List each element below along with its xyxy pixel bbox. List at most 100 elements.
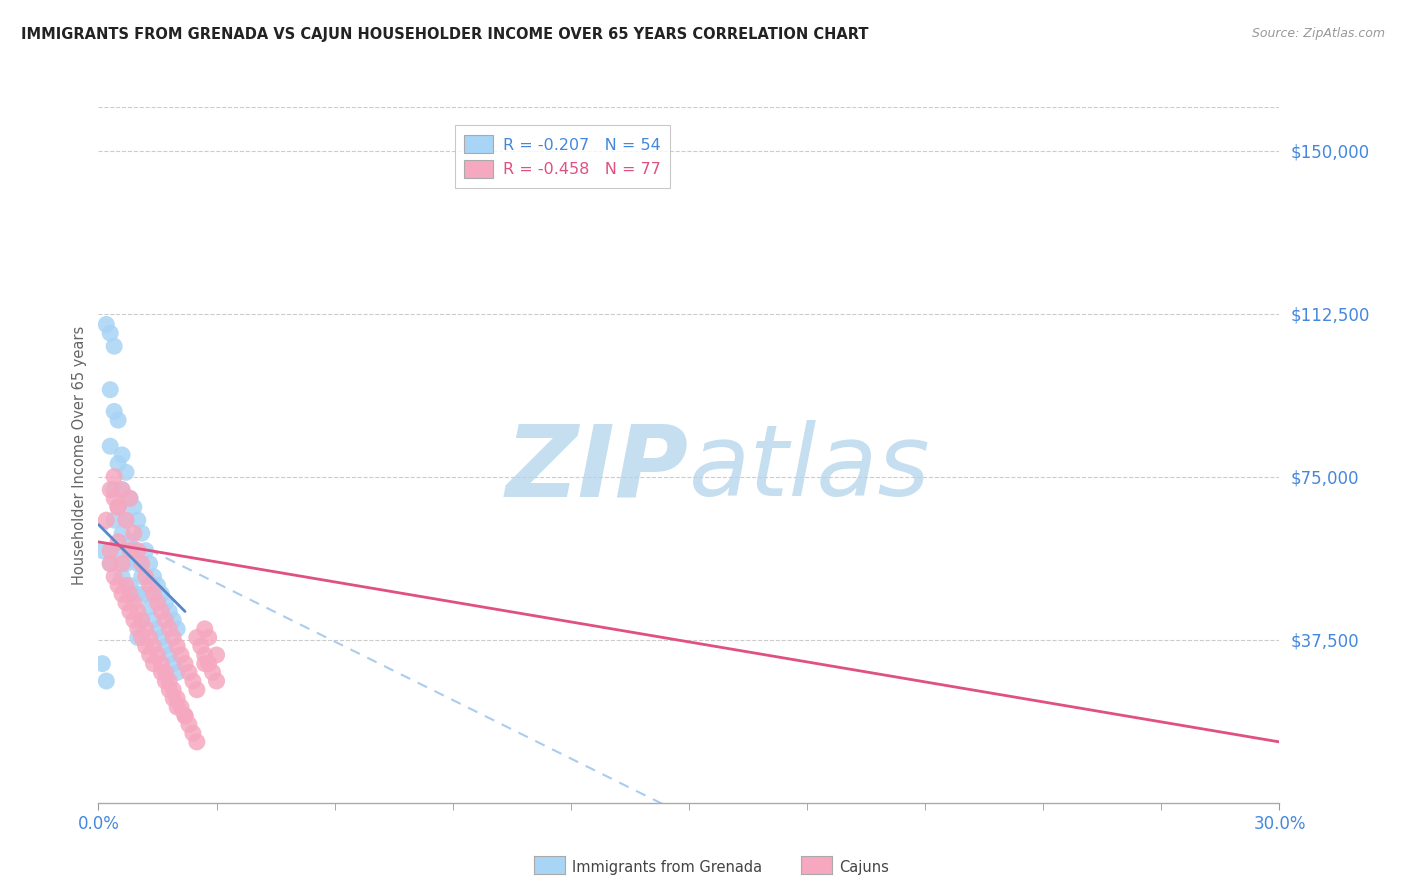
Point — [174, 708, 197, 723]
Point — [127, 605, 149, 619]
Point — [122, 587, 145, 601]
Point — [131, 631, 153, 645]
Point — [131, 570, 153, 584]
Point — [205, 648, 228, 662]
Point — [190, 639, 212, 653]
Point — [194, 622, 217, 636]
Text: atlas: atlas — [689, 420, 931, 517]
Point — [181, 726, 204, 740]
Point — [122, 543, 145, 558]
Point — [157, 605, 180, 619]
Point — [166, 700, 188, 714]
Point — [96, 674, 118, 689]
Point — [138, 631, 160, 645]
Point — [157, 622, 180, 636]
Legend: R = -0.207   N = 54, R = -0.458   N = 77: R = -0.207 N = 54, R = -0.458 N = 77 — [454, 126, 671, 188]
Point — [103, 513, 125, 527]
Point — [127, 557, 149, 571]
Point — [115, 513, 138, 527]
Point — [155, 613, 177, 627]
Point — [162, 613, 184, 627]
Point — [155, 674, 177, 689]
Point — [111, 570, 134, 584]
Point — [162, 631, 184, 645]
Point — [177, 717, 200, 731]
Point — [127, 543, 149, 558]
Point — [166, 665, 188, 680]
Point — [157, 674, 180, 689]
Point — [122, 596, 145, 610]
Point — [138, 557, 160, 571]
Point — [157, 682, 180, 697]
Point — [166, 639, 188, 653]
Point — [111, 587, 134, 601]
Point — [98, 483, 121, 497]
Point — [150, 665, 173, 680]
Point — [131, 613, 153, 627]
Point — [150, 587, 173, 601]
Point — [157, 648, 180, 662]
Point — [118, 578, 141, 592]
Point — [201, 665, 224, 680]
Point — [118, 605, 141, 619]
Point — [166, 622, 188, 636]
Point — [146, 622, 169, 636]
Point — [142, 613, 165, 627]
Point — [98, 383, 121, 397]
Point — [142, 587, 165, 601]
Point — [107, 457, 129, 471]
Point — [111, 557, 134, 571]
Point — [107, 535, 129, 549]
Point — [103, 570, 125, 584]
Point — [162, 682, 184, 697]
Point — [115, 466, 138, 480]
Point — [122, 613, 145, 627]
Text: Source: ZipAtlas.com: Source: ZipAtlas.com — [1251, 27, 1385, 40]
Point — [181, 674, 204, 689]
Y-axis label: Householder Income Over 65 years: Householder Income Over 65 years — [72, 326, 87, 584]
Point — [131, 526, 153, 541]
Point — [103, 491, 125, 506]
Point — [103, 483, 125, 497]
Point — [138, 648, 160, 662]
Point — [170, 700, 193, 714]
Point — [118, 543, 141, 558]
Point — [186, 682, 208, 697]
Point — [197, 657, 219, 671]
Point — [155, 596, 177, 610]
Point — [118, 491, 141, 506]
Point — [107, 578, 129, 592]
Point — [103, 404, 125, 418]
Point — [111, 483, 134, 497]
Point — [127, 631, 149, 645]
Point — [186, 735, 208, 749]
Point — [135, 622, 157, 636]
Point — [205, 674, 228, 689]
Point — [174, 657, 197, 671]
Point — [142, 570, 165, 584]
Point — [142, 657, 165, 671]
Point — [166, 691, 188, 706]
Text: Cajuns: Cajuns — [839, 861, 889, 875]
Point — [91, 543, 114, 558]
Point — [155, 639, 177, 653]
Point — [107, 543, 129, 558]
Point — [107, 500, 129, 514]
Point — [150, 657, 173, 671]
Point — [186, 631, 208, 645]
Point — [98, 557, 121, 571]
Point — [107, 500, 129, 514]
Point — [135, 570, 157, 584]
Point — [103, 339, 125, 353]
Point — [91, 657, 114, 671]
Point — [177, 665, 200, 680]
Point — [138, 578, 160, 592]
Point — [96, 513, 118, 527]
Point — [98, 326, 121, 341]
Point — [127, 622, 149, 636]
Point — [146, 596, 169, 610]
Point — [162, 657, 184, 671]
Point — [122, 500, 145, 514]
Point — [150, 631, 173, 645]
Point — [107, 500, 129, 514]
